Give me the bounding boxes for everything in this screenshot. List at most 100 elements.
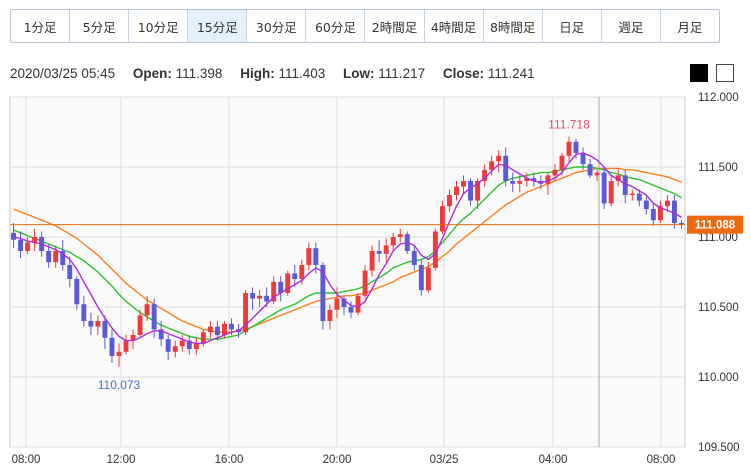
candle-body	[172, 346, 178, 352]
candle-body	[250, 293, 256, 299]
candle-body	[11, 232, 16, 240]
candle-body	[664, 200, 670, 207]
candle-body	[432, 231, 438, 268]
y-tick-label: 110.500	[698, 302, 739, 314]
close-label: Close:	[442, 66, 485, 81]
ma-short-line	[13, 152, 682, 345]
candle-body	[475, 181, 481, 201]
candle-body	[643, 200, 649, 209]
candle-body	[615, 175, 621, 181]
candle-body	[355, 295, 361, 313]
candle-body	[88, 321, 94, 327]
y-tick-label: 110.000	[698, 372, 739, 384]
open-label: Open:	[132, 66, 172, 81]
candle-body	[179, 340, 185, 347]
candle-body	[109, 337, 115, 356]
candle-body	[214, 326, 220, 335]
candle-body	[46, 251, 52, 263]
ohlc-low: Low: 111.217	[343, 66, 425, 81]
tab-timeframe[interactable]: 1分足	[11, 10, 71, 42]
ohlc-close: Close: 111.241	[443, 66, 535, 81]
candle-body	[482, 169, 488, 181]
candle-body	[186, 340, 192, 349]
candle-body	[608, 181, 614, 204]
close-value: 111.241	[487, 66, 535, 81]
candle-body	[102, 321, 108, 338]
candle-body	[362, 270, 368, 296]
high-label: High:	[240, 66, 275, 81]
candle-body	[53, 251, 59, 263]
ohlc-high: High: 111.403	[240, 66, 325, 81]
tab-timeframe[interactable]: 30分足	[247, 10, 307, 42]
x-tick-label: 03/25	[430, 454, 459, 466]
candle-body	[229, 323, 234, 330]
ohlc-open: Open: 111.398	[133, 66, 223, 81]
candle-body	[193, 343, 199, 349]
candle-body	[524, 178, 530, 181]
low-value: 111.217	[378, 66, 426, 81]
y-tick-label: 111.000	[698, 232, 738, 244]
candle-body	[334, 298, 340, 310]
candle-body	[601, 172, 607, 204]
candle-body	[123, 340, 129, 352]
candle-body	[165, 339, 171, 352]
light-theme-button[interactable]	[716, 64, 734, 82]
tab-timeframe[interactable]: 5分足	[70, 10, 130, 42]
candle-body	[510, 181, 516, 184]
candle-body	[25, 242, 31, 251]
candle-body	[552, 169, 558, 176]
candle-body	[292, 273, 298, 279]
ohlc-datetime: 2020/03/25 05:45	[10, 66, 116, 81]
candle-body	[679, 223, 684, 225]
candle-body	[278, 281, 284, 293]
y-tick-label: 109.500	[698, 442, 740, 454]
timeframe-tabbar: 1分足 5分足 10分足 15分足 30分足 60分足 2時間足 4時間足 8時間足 日足 週足 月足	[10, 9, 720, 43]
candle-body	[559, 155, 565, 170]
candle-body	[60, 251, 66, 265]
candle-body	[587, 164, 593, 176]
candle-body	[313, 248, 319, 265]
tab-timeframe[interactable]: 2時間足	[365, 10, 425, 42]
plot-area	[9, 96, 686, 448]
candle-body	[18, 239, 24, 251]
candle-body	[657, 206, 663, 221]
candle-body	[306, 248, 312, 265]
tab-timeframe[interactable]: 8時間足	[484, 10, 543, 42]
candle-body	[285, 273, 291, 293]
tab-timeframe[interactable]: 月足	[677, 19, 703, 35]
candle-body	[446, 195, 452, 207]
candle-body	[671, 200, 677, 223]
tab-timeframe[interactable]: 4時間足	[425, 10, 484, 42]
candle-body	[383, 245, 389, 254]
ma-mid-line	[13, 166, 682, 340]
candle-body	[369, 251, 375, 271]
high-marker-label: 111.718	[548, 117, 590, 131]
dark-theme-button[interactable]	[690, 64, 708, 82]
candle-body	[454, 186, 459, 195]
candle-body	[580, 153, 586, 165]
candle-body	[320, 265, 326, 321]
candle-body	[566, 141, 572, 156]
candle-body	[257, 295, 263, 299]
x-tick-label: 12:00	[107, 454, 136, 466]
tab-timeframe[interactable]: 60分足	[306, 10, 366, 42]
current-price-label: 111.088	[695, 220, 736, 232]
candle-body	[151, 304, 157, 330]
candle-body	[95, 321, 101, 327]
candle-body	[376, 251, 382, 254]
candle-body	[489, 161, 495, 170]
candle-body	[411, 251, 417, 265]
candle-body	[517, 181, 523, 184]
tab-timeframe[interactable]: 週足	[602, 10, 661, 42]
tab-timeframe[interactable]: 日足	[543, 10, 602, 42]
candle-body	[439, 206, 445, 232]
candle-body	[130, 335, 136, 341]
candle-body	[341, 298, 347, 307]
tab-timeframe[interactable]: 10分足	[129, 10, 189, 42]
candle-body	[207, 326, 213, 333]
candle-body	[32, 237, 38, 243]
candle-body	[503, 155, 509, 181]
candle-body	[348, 307, 354, 313]
tab-timeframe[interactable]: 15分足	[188, 10, 248, 42]
